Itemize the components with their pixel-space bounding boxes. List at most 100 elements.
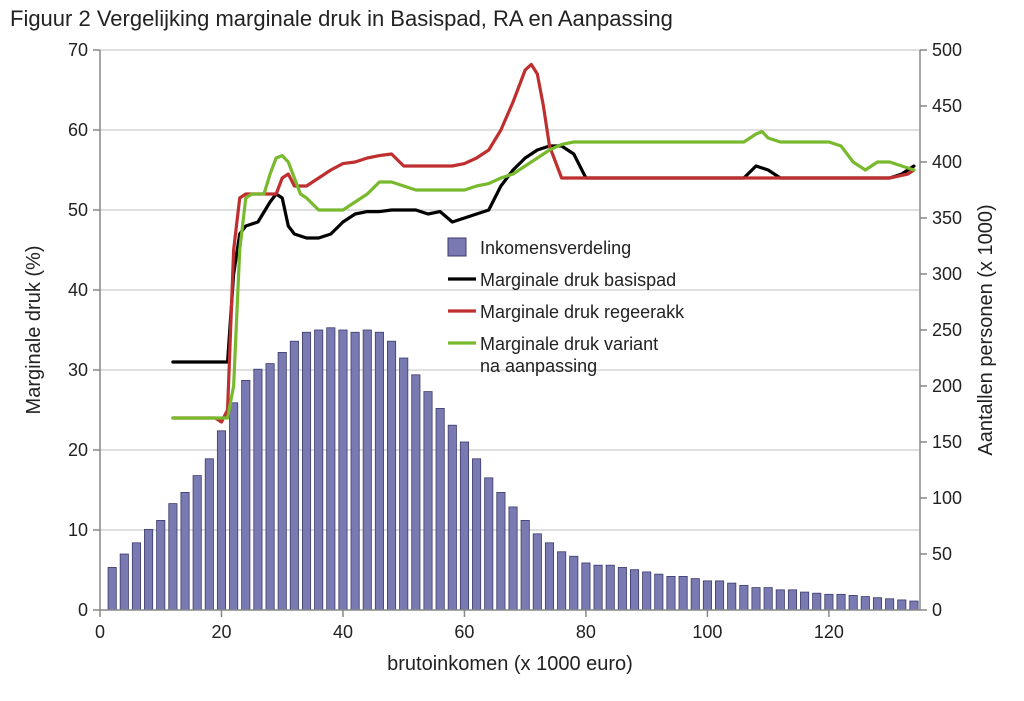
bar: [460, 442, 468, 610]
y-left-tick-label: 10: [68, 520, 88, 540]
bar: [740, 585, 748, 610]
bar: [412, 375, 420, 610]
y-right-tick-label: 50: [932, 544, 952, 564]
bar: [521, 520, 529, 610]
bar: [302, 332, 310, 610]
figure-container: Figuur 2 Vergelijking marginale druk in …: [0, 0, 1024, 696]
bar: [315, 330, 323, 610]
x-tick-label: 120: [814, 622, 844, 642]
bar: [157, 520, 165, 610]
y-right-tick-label: 500: [932, 40, 962, 60]
bar: [339, 330, 347, 610]
bar: [800, 592, 808, 610]
bar: [898, 600, 906, 610]
y-right-tick-label: 450: [932, 96, 962, 116]
bar: [290, 341, 298, 610]
bar: [557, 552, 565, 610]
bar: [825, 594, 833, 610]
bar: [667, 576, 675, 610]
y-left-tick-label: 50: [68, 200, 88, 220]
bar: [643, 572, 651, 610]
bar: [363, 330, 371, 610]
bar: [885, 599, 893, 610]
bar: [327, 328, 335, 610]
y-right-tick-label: 200: [932, 376, 962, 396]
bar: [472, 459, 480, 610]
bar: [630, 570, 638, 610]
bar: [436, 408, 444, 610]
bar: [776, 590, 784, 610]
bar: [837, 594, 845, 610]
bar: [691, 579, 699, 610]
bar: [703, 581, 711, 610]
x-tick-label: 20: [211, 622, 231, 642]
legend-swatch-bar: [448, 238, 466, 256]
bar: [375, 332, 383, 610]
bar: [497, 492, 505, 610]
bar: [910, 601, 918, 610]
bar: [193, 476, 201, 610]
bar: [254, 369, 262, 610]
bar: [752, 588, 760, 610]
y-right-tick-label: 150: [932, 432, 962, 452]
bar: [351, 332, 359, 610]
x-tick-label: 80: [576, 622, 596, 642]
chart-svg: 0102030405060700501001502002503003504004…: [0, 0, 1024, 696]
bar: [813, 593, 821, 610]
bar: [266, 364, 274, 610]
y-right-tick-label: 0: [932, 600, 942, 620]
legend-label: na aanpassing: [480, 356, 597, 376]
bar: [120, 554, 128, 610]
bar: [715, 581, 723, 610]
bar: [679, 576, 687, 610]
x-tick-label: 40: [333, 622, 353, 642]
bar: [144, 529, 152, 610]
bar: [205, 459, 213, 610]
bar: [788, 590, 796, 610]
bar: [424, 392, 432, 610]
y-left-tick-label: 60: [68, 120, 88, 140]
y-right-tick-label: 400: [932, 152, 962, 172]
y-left-axis-label: Marginale druk (%): [23, 246, 45, 415]
bar: [570, 556, 578, 610]
y-left-tick-label: 20: [68, 440, 88, 460]
bar: [400, 358, 408, 610]
bar: [655, 574, 663, 610]
x-tick-label: 100: [692, 622, 722, 642]
bar: [509, 507, 517, 610]
bar: [594, 565, 602, 610]
y-right-tick-label: 300: [932, 264, 962, 284]
y-left-tick-label: 40: [68, 280, 88, 300]
bar: [108, 567, 116, 610]
bar: [764, 588, 772, 610]
bar: [545, 543, 553, 610]
bar: [618, 567, 626, 610]
x-axis-label: brutoinkomen (x 1000 euro): [387, 653, 633, 675]
x-tick-label: 60: [454, 622, 474, 642]
bar: [861, 597, 869, 610]
bar: [217, 431, 225, 610]
legend-label: Marginale druk variant: [480, 334, 658, 354]
legend-label: Inkomensverdeling: [480, 238, 631, 258]
bar: [485, 478, 493, 610]
bar: [242, 380, 250, 610]
y-left-tick-label: 30: [68, 360, 88, 380]
legend-label: Marginale druk basispad: [480, 270, 676, 290]
bar: [448, 425, 456, 610]
bar: [278, 352, 286, 610]
bar: [582, 563, 590, 610]
bar: [728, 583, 736, 610]
bar: [132, 543, 140, 610]
x-tick-label: 0: [95, 622, 105, 642]
bar: [387, 341, 395, 610]
legend-label: Marginale druk regeerakk: [480, 302, 685, 322]
bar: [229, 403, 237, 610]
y-left-tick-label: 70: [68, 40, 88, 60]
bar: [533, 534, 541, 610]
bar: [873, 598, 881, 610]
figure-title: Figuur 2 Vergelijking marginale druk in …: [10, 6, 673, 32]
y-right-tick-label: 100: [932, 488, 962, 508]
bar: [181, 492, 189, 610]
bar: [606, 565, 614, 610]
y-right-tick-label: 350: [932, 208, 962, 228]
